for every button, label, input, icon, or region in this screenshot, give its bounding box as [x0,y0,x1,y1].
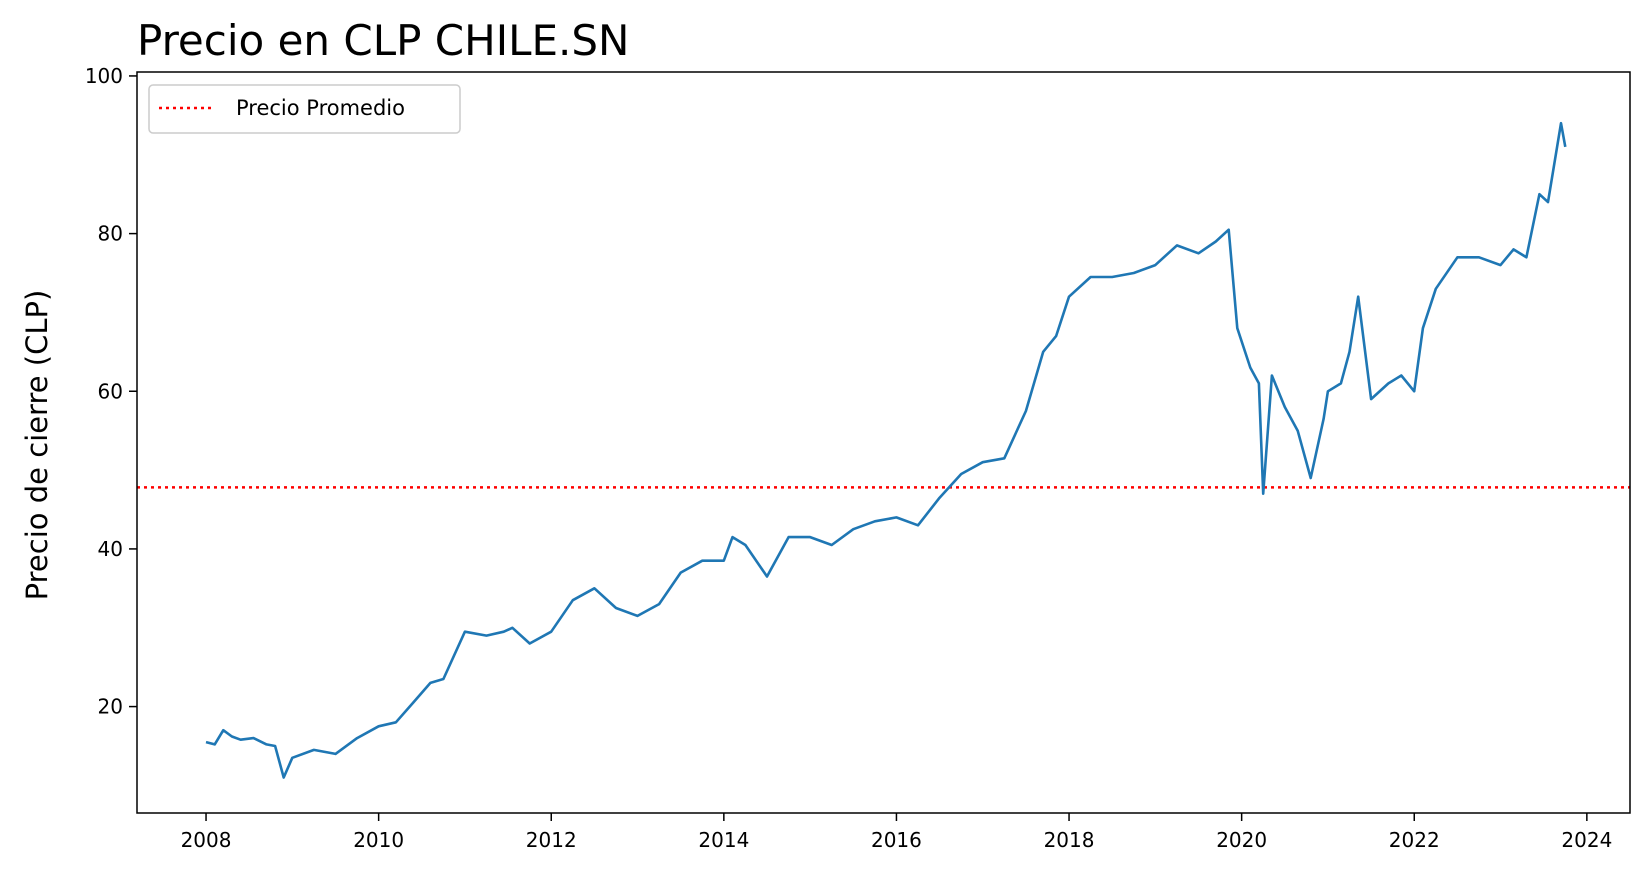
x-tick-label: 2014 [698,828,749,852]
x-tick-label: 2016 [871,828,922,852]
plot-area [136,71,1631,814]
y-tick-label: 100 [85,64,123,88]
y-tick-label: 60 [98,379,123,403]
y-tick-label: 40 [98,537,123,561]
plot-background [137,72,1630,813]
y-axis: 20 40 60 80 100 [85,64,137,719]
x-tick-label: 2012 [526,828,577,852]
x-tick-label: 2022 [1389,828,1440,852]
y-axis-label: Precio de cierre (CLP) [20,290,54,601]
x-tick-label: 2008 [181,828,232,852]
x-axis: 2008 2010 2012 2014 2016 2018 2020 2022 2024 [181,813,1612,852]
x-tick-label: 2018 [1044,828,1095,852]
series-layer [205,121,1567,779]
x-tick-label: 2024 [1561,828,1612,852]
plot-frame [136,71,1631,814]
legend-label: Precio Promedio [236,96,405,120]
legend: Precio Promedio [148,84,461,134]
x-tick-label: 2020 [1216,828,1267,852]
y-tick-label: 80 [98,222,123,246]
series-line [205,121,1567,779]
y-tick-label: 20 [98,695,123,719]
legend-box [148,84,461,134]
x-tick-label: 2010 [353,828,404,852]
chart-title: Precio en CLP CHILE.SN [137,16,629,65]
